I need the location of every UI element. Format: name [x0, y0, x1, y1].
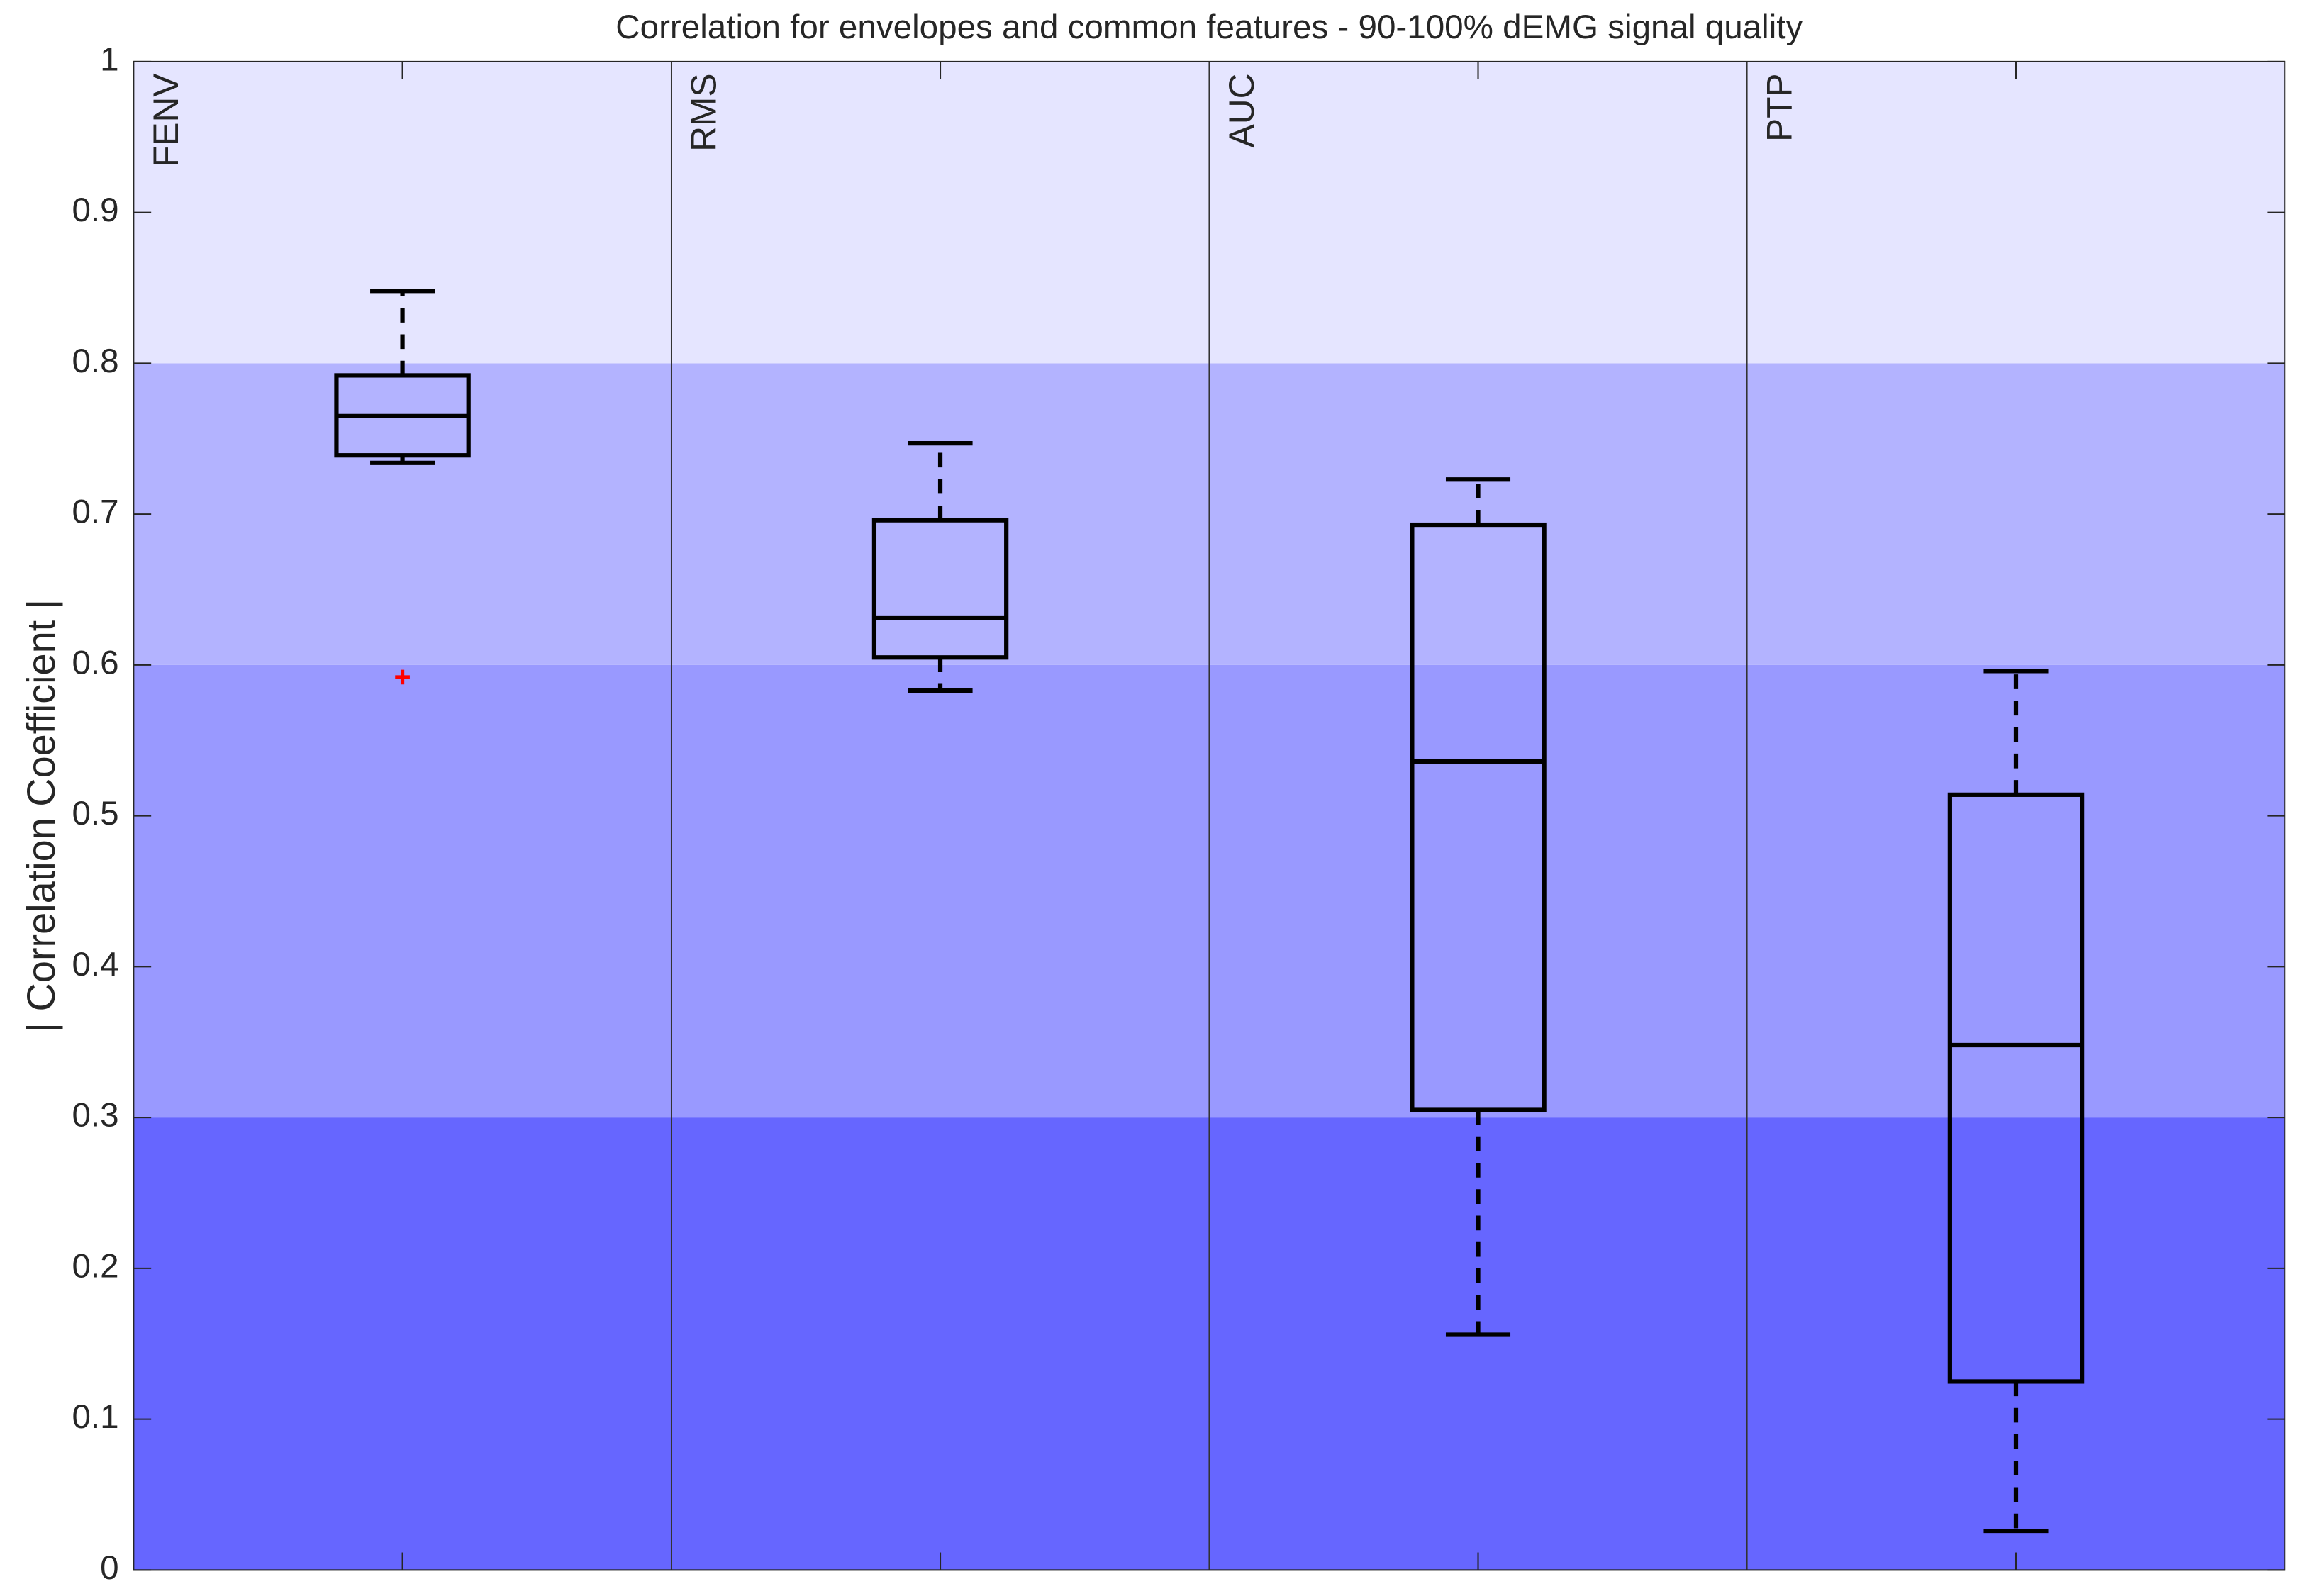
y-tick-label: 0.4: [72, 946, 118, 983]
y-tick-label: 0: [100, 1549, 118, 1587]
y-tick-label: 0.3: [72, 1097, 118, 1134]
category-label: FENV: [146, 73, 186, 167]
box: [1947, 792, 2085, 1384]
y-tick-label: 1: [100, 40, 118, 78]
category-label: PTP: [1760, 73, 1800, 142]
outlier: [395, 669, 410, 685]
box: [1410, 522, 1547, 1112]
y-tick-label: 0.5: [72, 795, 118, 832]
category-label: AUC: [1222, 73, 1261, 147]
chart-title: Correlation for envelopes and common fea…: [615, 9, 1803, 46]
y-tick-label: 0.9: [72, 191, 118, 229]
axes-frame: [133, 60, 2286, 1571]
y-tick-label: 0.1: [72, 1398, 118, 1436]
y-tick-label: 0.2: [72, 1247, 118, 1285]
y-axis-label: | Correlation Coefficient |: [18, 599, 63, 1033]
box: [871, 518, 1009, 660]
y-tick-label: 0.6: [72, 644, 118, 681]
y-tick-label: 0.8: [72, 342, 118, 380]
y-tick-label: 0.7: [72, 493, 118, 531]
category-label: RMS: [684, 73, 724, 151]
